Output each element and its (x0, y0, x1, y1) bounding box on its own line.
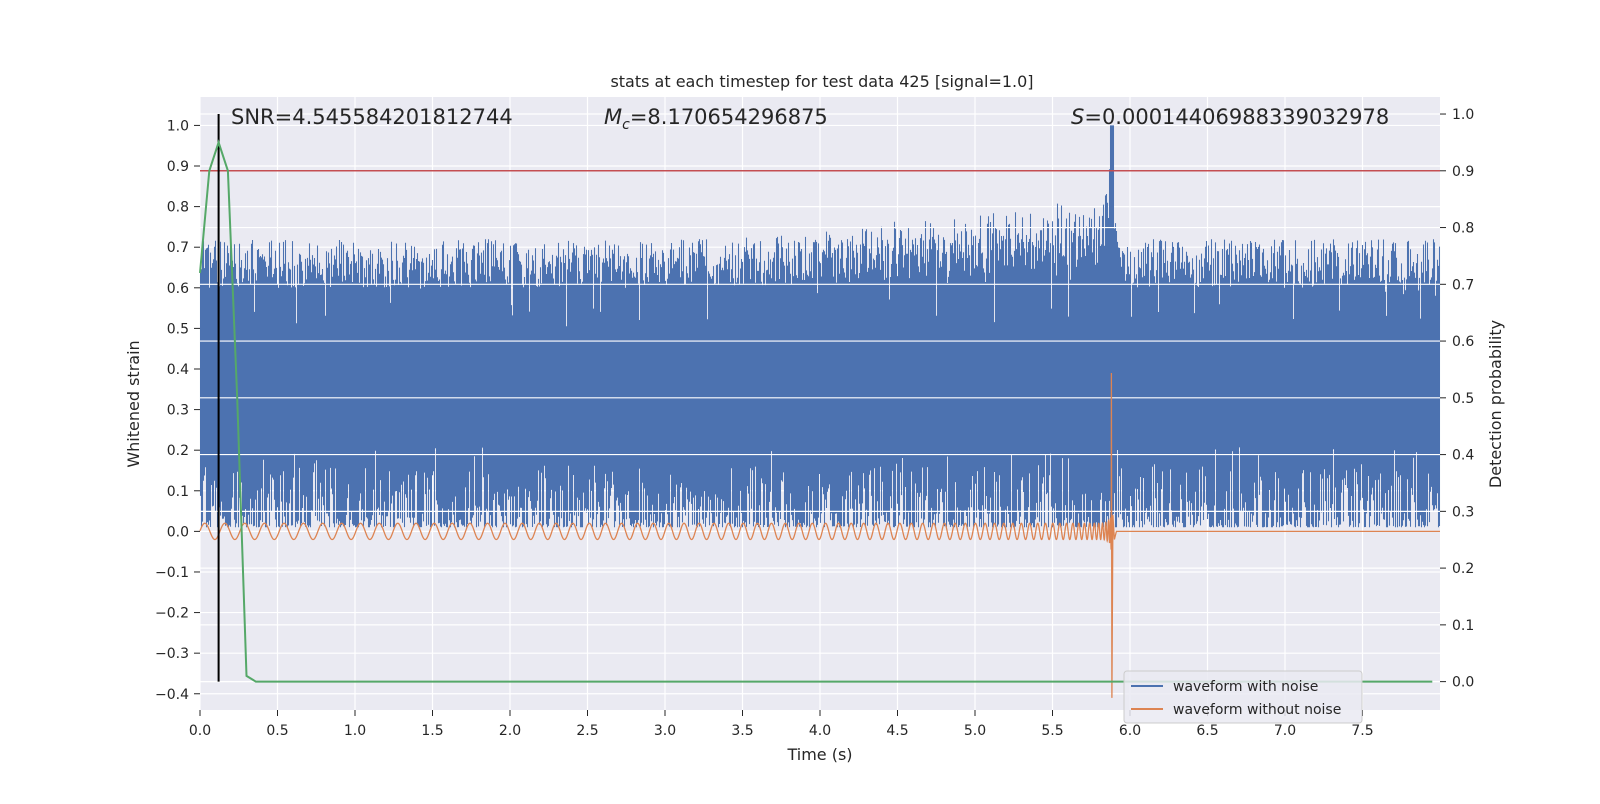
y-right-tick-label-10: 0.0 (1452, 675, 1474, 691)
y-right-tick-label-8: 0.2 (1452, 561, 1474, 577)
y-right-tick-label-3: 0.7 (1452, 277, 1474, 293)
y-tick-label-12: −0.2 (155, 606, 189, 622)
y-tick-label-6: 0.4 (167, 362, 189, 378)
chart-title: stats at each timestep for test data 425… (610, 72, 1033, 91)
x-tick-label-2: 1.0 (344, 723, 366, 739)
chirp-mass-subscript: c (622, 117, 630, 133)
x-tick-label-5: 2.5 (576, 723, 598, 739)
legend: waveform with noise waveform without noi… (1123, 670, 1363, 724)
y-tick-label-1: 0.9 (167, 159, 189, 175)
x-tick-label-4: 2.0 (499, 723, 521, 739)
y-right-tick-label-1: 0.9 (1452, 164, 1474, 180)
y-axis-label: Whitened strain (124, 340, 143, 467)
s-statistic-annotation: S=0.00014406988339032978 (1071, 105, 1389, 129)
y-tick-label-10: 0.0 (167, 524, 189, 540)
chirp-mass-annotation: Mc=8.170654296875 (604, 105, 828, 133)
y-right-tick-label-9: 0.1 (1452, 618, 1474, 634)
y-right-tick-label-2: 0.8 (1452, 221, 1474, 237)
y-tick-label-5: 0.5 (167, 321, 189, 337)
y-right-tick-label-4: 0.6 (1452, 334, 1474, 350)
y-tick-label-11: −0.1 (155, 565, 189, 581)
y-right-tick-label-6: 0.4 (1452, 448, 1474, 464)
y-tick-label-2: 0.8 (167, 200, 189, 216)
x-tick-label-7: 3.5 (731, 723, 753, 739)
chirp-mass-value: =8.170654296875 (630, 105, 828, 129)
x-axis: 0.0 0.5 1.0 1.5 2.0 2.5 3.0 3.5 4.0 4.5 5.0 5.5 6.0 6… (189, 710, 1374, 739)
y-tick-label-7: 0.3 (167, 403, 189, 419)
noise-waveform-path (199, 125, 1441, 528)
s-statistic-symbol: S (1071, 105, 1084, 129)
x-tick-label-0: 0.0 (189, 723, 211, 739)
x-tick-label-12: 6.0 (1119, 723, 1141, 739)
y-tick-label-13: −0.3 (155, 646, 189, 662)
x-tick-label-11: 5.5 (1041, 723, 1063, 739)
x-tick-label-6: 3.0 (654, 723, 676, 739)
waveform-with-noise-series (199, 125, 1441, 528)
legend-label-without-noise: waveform without noise (1173, 702, 1341, 718)
y-right-tick-label-0: 1.0 (1452, 107, 1474, 123)
waveform-without-noise-series (199, 373, 1440, 698)
y-axis-right: 1.0 0.9 0.8 0.7 0.6 0.5 0.4 0.3 0.2 0.1 0.0 (1440, 107, 1474, 691)
y-right-tick-label-5: 0.5 (1452, 391, 1474, 407)
x-tick-label-10: 5.0 (964, 723, 986, 739)
y-axis-left: 1.0 0.9 0.8 0.7 0.6 0.5 0.4 0.3 0.2 0.1 0.0 −0.1 −0.… (155, 118, 200, 703)
y-tick-label-3: 0.7 (167, 240, 189, 256)
x-tick-label-13: 6.5 (1196, 723, 1218, 739)
y-right-tick-label-7: 0.3 (1452, 504, 1474, 520)
y-tick-label-8: 0.2 (167, 443, 189, 459)
clean-waveform-path (199, 373, 1440, 698)
y-axis-right-label: Detection probability (1486, 320, 1505, 488)
legend-box (1123, 670, 1363, 724)
x-tick-label-14: 7.0 (1274, 723, 1296, 739)
y-tick-label-14: −0.4 (155, 687, 189, 703)
legend-label-with-noise: waveform with noise (1173, 679, 1318, 695)
snr-annotation: SNR=4.545584201812744 (231, 105, 513, 129)
detection-probability-line (199, 139, 1433, 683)
y-tick-label-4: 0.6 (167, 281, 189, 297)
y-tick-label-0: 1.0 (167, 118, 189, 134)
x-tick-label-3: 1.5 (421, 723, 443, 739)
x-tick-label-9: 4.5 (886, 723, 908, 739)
x-tick-label-8: 4.0 (809, 723, 831, 739)
chirp-mass-symbol: M (604, 105, 622, 129)
y-tick-label-9: 0.1 (167, 484, 189, 500)
x-tick-label-15: 7.5 (1351, 723, 1373, 739)
s-statistic-value: =0.00014406988339032978 (1084, 105, 1389, 129)
x-tick-label-1: 0.5 (266, 723, 288, 739)
x-axis-label: Time (s) (786, 745, 852, 764)
